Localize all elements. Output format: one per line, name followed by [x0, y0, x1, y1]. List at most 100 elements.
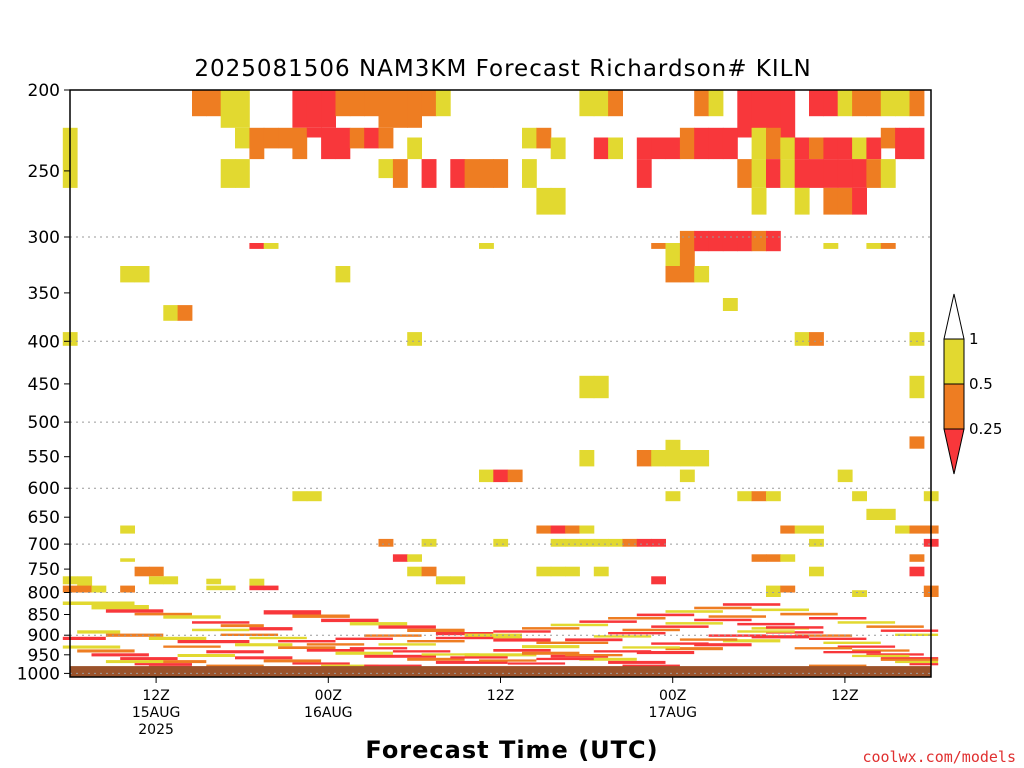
ri-cell — [766, 554, 781, 562]
y-tick-label: 300 — [28, 228, 60, 248]
ri-cell — [895, 660, 939, 664]
gridlines — [70, 236, 931, 674]
ri-cell — [636, 159, 652, 188]
ri-cell — [407, 332, 422, 346]
x-tick-label: 2025 — [138, 722, 174, 738]
ri-cell — [263, 659, 322, 663]
ri-cell — [837, 469, 853, 483]
ri-cell — [708, 615, 766, 618]
ri-cell — [751, 159, 767, 188]
ri-cell — [579, 450, 595, 467]
x-axis-label: Forecast Time (UTC) — [365, 736, 658, 764]
plot-area — [62, 90, 939, 677]
ri-cell — [292, 127, 308, 160]
ri-cell — [62, 645, 121, 649]
ri-cell — [780, 612, 838, 616]
credit-link[interactable]: coolwx.com/models — [862, 748, 1016, 766]
ri-cell — [636, 450, 652, 467]
ri-cell — [679, 469, 695, 483]
ri-cell — [249, 578, 265, 586]
ri-cell — [292, 662, 350, 665]
ri-cell — [809, 332, 824, 346]
ri-cell — [694, 606, 752, 610]
ri-cell — [62, 636, 106, 640]
ri-cell — [364, 654, 436, 658]
ri-cell — [536, 187, 552, 215]
ri-cell — [593, 538, 609, 547]
ri-cell — [306, 491, 322, 502]
ri-cell — [651, 243, 666, 249]
ri-cell — [579, 620, 637, 623]
y-tick-label: 600 — [28, 479, 60, 499]
ri-cell — [909, 127, 925, 160]
ri-cell — [823, 90, 839, 117]
ground-surface — [70, 666, 931, 677]
ri-cell — [880, 90, 896, 117]
ri-cell — [837, 90, 853, 117]
ri-cell — [837, 137, 853, 160]
ri-cell — [866, 243, 882, 249]
ri-cell — [909, 525, 925, 534]
ri-cell — [220, 585, 236, 591]
ri-cell — [766, 626, 824, 629]
colorbar-bottom-arrow — [943, 428, 965, 475]
ri-cell — [364, 127, 379, 149]
ri-cell — [550, 137, 566, 160]
ri-cell — [522, 651, 580, 655]
ri-cell — [665, 610, 723, 613]
colorbar-label: 0.25 — [969, 420, 1002, 438]
ri-cell — [751, 230, 767, 252]
ri-cell — [909, 566, 925, 577]
x-tick-label: 12Z — [487, 688, 514, 704]
y-tick-label: 800 — [28, 584, 60, 604]
ri-cell — [794, 137, 810, 160]
ri-cell — [435, 660, 508, 664]
ri-cell — [421, 653, 479, 656]
ri-cell — [852, 90, 867, 117]
ri-cell — [608, 632, 666, 635]
ri-cell — [737, 622, 795, 626]
ri-cell — [536, 657, 594, 661]
ri-cell — [220, 633, 279, 636]
ri-cell — [579, 525, 595, 534]
ri-cell — [249, 127, 265, 160]
ri-cell — [392, 90, 408, 128]
ri-cell — [722, 298, 738, 311]
ri-cell — [880, 657, 939, 660]
ri-cell — [278, 646, 336, 649]
ri-cell — [536, 127, 552, 149]
ri-cell — [206, 578, 222, 585]
ri-cell — [880, 127, 896, 149]
ri-cell — [622, 646, 680, 649]
ri-cell — [177, 640, 250, 644]
ri-cell — [105, 660, 164, 664]
ri-cell — [349, 647, 408, 650]
ri-cell — [522, 627, 580, 630]
ri-cell — [766, 585, 781, 597]
x-tick-label: 12Z — [142, 688, 169, 704]
ri-cell — [823, 243, 839, 249]
ri-cell — [751, 554, 767, 562]
ri-cell — [852, 649, 910, 652]
ri-cell — [235, 127, 250, 149]
ri-cell — [665, 647, 723, 651]
ri-cell — [177, 654, 235, 657]
ri-cell — [880, 508, 896, 520]
ri-cell — [235, 90, 250, 128]
ri-cell — [880, 629, 939, 632]
ri-cell — [866, 508, 882, 520]
ri-cell — [809, 90, 824, 117]
ri-cell — [565, 538, 580, 547]
ri-cell — [794, 159, 810, 188]
ri-cell — [895, 127, 910, 160]
ri-cell — [737, 630, 795, 633]
ri-cell — [579, 375, 595, 399]
ri-cell — [335, 90, 351, 117]
y-tick-label: 950 — [28, 646, 60, 666]
ri-cell — [479, 243, 494, 249]
y-tick-label: 1000 — [17, 664, 60, 684]
ri-cell — [866, 625, 924, 628]
ri-cell — [751, 90, 767, 138]
ri-cell — [708, 127, 724, 160]
